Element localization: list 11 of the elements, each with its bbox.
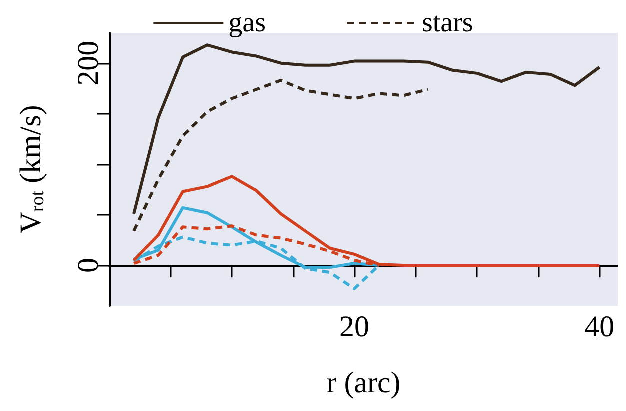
line-series	[132, 175, 602, 268]
line-series	[132, 79, 430, 233]
x-tick-label: 20	[340, 310, 370, 344]
line-series	[132, 44, 602, 216]
legend-label: stars	[422, 8, 474, 38]
x-tick-label: 40	[584, 310, 615, 344]
legend-label: gas	[228, 8, 266, 38]
y-tick-label: 200	[72, 40, 105, 86]
y-tick-label: 0	[72, 258, 105, 274]
y-axis-title: Vrot (km/s)	[14, 105, 48, 234]
x-axis-title: r (arc)	[326, 366, 401, 400]
